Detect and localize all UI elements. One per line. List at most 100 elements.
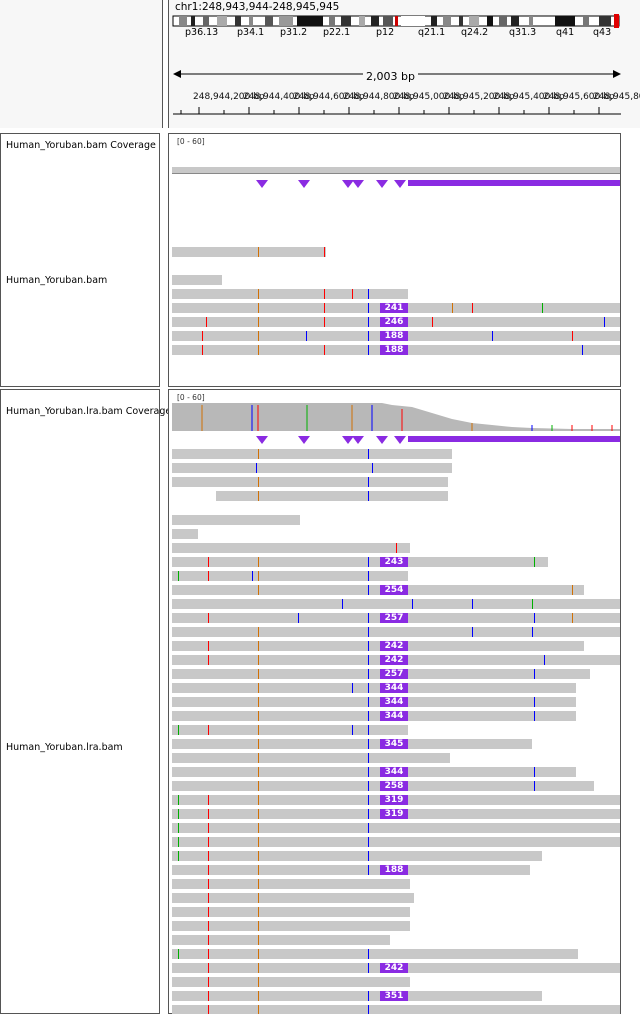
mismatch-mark [258, 491, 259, 501]
alignment-read[interactable] [172, 907, 410, 917]
insertion-label[interactable]: 344 [380, 683, 408, 693]
mismatch-mark [368, 851, 369, 861]
alignment-read[interactable] [172, 991, 542, 1001]
mismatch-mark [208, 851, 209, 861]
track-label[interactable]: Human_Yoruban.bam [6, 275, 108, 286]
alignment-read[interactable] [172, 935, 390, 945]
alignment-read[interactable] [216, 491, 448, 501]
alignment-read[interactable] [172, 463, 452, 473]
coverage-histogram[interactable] [172, 399, 620, 441]
insertion-label[interactable]: 188 [380, 345, 408, 355]
mismatch-mark [368, 303, 369, 313]
alignment-read[interactable] [172, 515, 300, 525]
insertion-label[interactable]: 188 [380, 331, 408, 341]
insertion-label[interactable]: 319 [380, 809, 408, 819]
alignment-read[interactable] [172, 571, 408, 581]
alignment-read[interactable] [172, 977, 410, 987]
alignment-read[interactable] [172, 921, 410, 931]
mismatch-mark [368, 683, 369, 693]
alignment-read[interactable] [172, 851, 542, 861]
alignment-read[interactable] [172, 585, 584, 595]
insertion-label[interactable]: 344 [380, 697, 408, 707]
track1-content[interactable]: 241 246 188 188 [172, 133, 620, 387]
chromosome-ideogram[interactable] [169, 14, 621, 28]
insertion-label[interactable]: 257 [380, 669, 408, 679]
mismatch-mark [352, 289, 353, 299]
alignment-read[interactable] [172, 627, 620, 637]
alignment-read[interactable] [172, 823, 620, 833]
alignment-read[interactable] [172, 949, 578, 959]
mismatch-mark [368, 949, 369, 959]
alignment-read[interactable] [172, 529, 198, 539]
insertion-marker [394, 180, 406, 188]
alignment-read[interactable] [172, 893, 414, 903]
insertion-label[interactable]: 188 [380, 865, 408, 875]
mismatch-mark [368, 963, 369, 973]
coverage-bar[interactable] [172, 167, 620, 173]
insertion-label[interactable]: 243 [380, 557, 408, 567]
alignment-read[interactable] [172, 683, 576, 693]
alignment-read[interactable] [172, 641, 584, 651]
mismatch-mark [258, 669, 259, 679]
insertion-label[interactable]: 258 [380, 781, 408, 791]
insertion-label[interactable]: 242 [380, 655, 408, 665]
insertion-label[interactable]: 345 [380, 739, 408, 749]
insertion-label[interactable]: 257 [380, 613, 408, 623]
insertion-label[interactable]: 242 [380, 641, 408, 651]
track-label[interactable]: Human_Yoruban.lra.bam Coverage [6, 406, 172, 417]
insertion-label[interactable]: 241 [380, 303, 408, 313]
track-label[interactable]: Human_Yoruban.bam Coverage [6, 140, 156, 151]
alignment-read[interactable] [172, 767, 576, 777]
band-label: p12 [376, 27, 395, 38]
mismatch-mark [208, 655, 209, 665]
ruler-tick: 248,944,800 bp [343, 92, 415, 102]
mismatch-mark [368, 613, 369, 623]
mismatch-mark [352, 683, 353, 693]
track2-content[interactable]: 243 254 257 242 242 257 344 344 344 345 344 258 319 3… [172, 389, 620, 1014]
ruler-tick: 248,945,400 bp [493, 92, 565, 102]
mismatch-mark [256, 463, 257, 473]
insertion-marker [352, 180, 364, 188]
track-name-panel: Human_Yoruban.bam Coverage Human_Yoruban… [0, 133, 160, 387]
alignment-read[interactable] [172, 697, 576, 707]
track-label[interactable]: Human_Yoruban.lra.bam [6, 742, 123, 753]
ruler[interactable] [169, 90, 621, 120]
mismatch-mark [306, 331, 307, 341]
insertion-marker [376, 436, 388, 444]
mismatch-mark [342, 599, 343, 609]
mismatch-mark [208, 949, 209, 959]
alignment-read[interactable] [172, 477, 448, 487]
alignment-read[interactable] [172, 275, 222, 285]
insertion-label[interactable]: 242 [380, 963, 408, 973]
alignment-read[interactable] [172, 865, 530, 875]
alignment-read[interactable] [172, 879, 410, 889]
insertion-label[interactable]: 319 [380, 795, 408, 805]
mismatch-mark [542, 303, 543, 313]
alignment-read[interactable] [172, 599, 620, 609]
alignment-read[interactable] [172, 711, 576, 721]
insertion-marker [298, 436, 310, 444]
alignment-read[interactable] [172, 289, 408, 299]
alignment-read[interactable] [172, 247, 326, 257]
mismatch-mark [572, 331, 573, 341]
insertion-label[interactable]: 351 [380, 991, 408, 1001]
insertion-label[interactable]: 344 [380, 767, 408, 777]
alignment-read[interactable] [172, 837, 620, 847]
mismatch-mark [324, 247, 325, 257]
insertion-label[interactable]: 254 [380, 585, 408, 595]
insertion-label[interactable]: 246 [380, 317, 408, 327]
mismatch-mark [258, 935, 259, 945]
alignment-read[interactable] [172, 725, 408, 735]
alignment-read[interactable] [172, 739, 532, 749]
insertion-label[interactable]: 344 [380, 711, 408, 721]
alignment-read[interactable] [172, 753, 450, 763]
alignment-read[interactable] [172, 543, 410, 553]
alignment-read[interactable] [172, 449, 452, 459]
mismatch-mark [534, 767, 535, 777]
alignment-read[interactable] [172, 1005, 620, 1014]
mismatch-mark [368, 655, 369, 665]
mismatch-mark [368, 317, 369, 327]
alignment-read[interactable] [172, 557, 548, 567]
ruler-tick: 248,945,800 bp [593, 92, 640, 102]
band-label: p34.1 [237, 27, 265, 38]
